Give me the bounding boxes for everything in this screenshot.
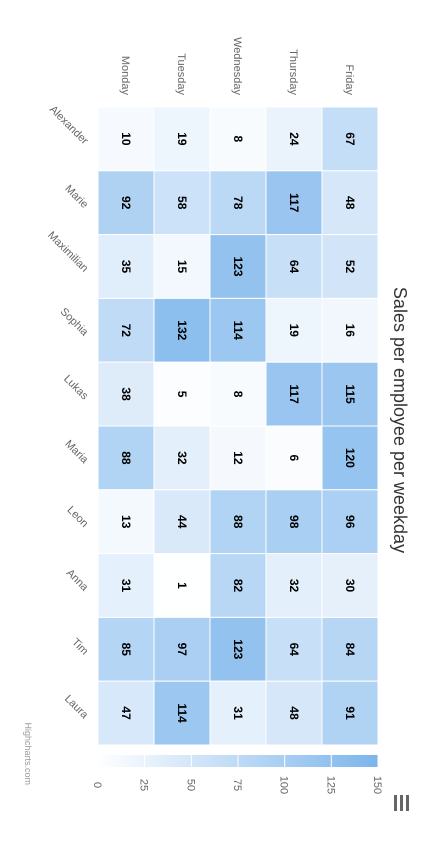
cell-value-label: 48 — [287, 706, 301, 720]
heatmap-cell[interactable] — [321, 680, 379, 746]
cell-value-label: 114 — [175, 703, 189, 723]
y-axis-label: Thursday — [287, 49, 299, 95]
x-axis-label: Maximilian — [45, 229, 90, 274]
cell-value-label: 19 — [287, 324, 301, 338]
cell-value-label: 13 — [119, 515, 133, 529]
cell-value-label: 8 — [231, 136, 245, 143]
legend-tick-label: 100 — [278, 776, 290, 794]
cell-value-label: 64 — [287, 260, 301, 274]
cell-value-label: 92 — [119, 196, 133, 210]
cell-value-label: 31 — [231, 706, 245, 720]
cell-value-label: 78 — [231, 196, 245, 210]
cell-value-label: 31 — [119, 579, 133, 593]
cell-value-label: 58 — [175, 196, 189, 210]
legend-tick-label: 150 — [371, 776, 383, 794]
cell-value-label: 91 — [343, 706, 357, 720]
x-axis-label: Alexander — [47, 104, 91, 148]
legend-tick-label: 50 — [184, 779, 196, 791]
x-axis-labels: Alexander Marie Maximilian Sophia Lukas Maria… — [45, 104, 91, 722]
cell-value-label: 117 — [287, 193, 301, 213]
chart-title: Sales per employee per weekday — [390, 287, 410, 553]
legend-tick-label: 125 — [324, 776, 336, 794]
cell-value-label: 8 — [231, 391, 245, 398]
cell-value-label: 115 — [343, 384, 357, 404]
cell-value-label: 123 — [231, 639, 245, 659]
cell-value-label: 48 — [343, 196, 357, 210]
cell-value-label: 117 — [287, 384, 301, 404]
x-axis-label: Laura — [62, 693, 91, 722]
x-axis-label: Sophia — [58, 306, 91, 339]
cell-value-label: 85 — [119, 643, 133, 657]
cell-value-label: 97 — [175, 643, 189, 657]
hamburger-menu-icon[interactable] — [390, 793, 414, 815]
cell-value-label: 114 — [231, 321, 245, 341]
cell-value-label: 30 — [343, 579, 357, 593]
color-legend: 0 25 50 75 100 125 150 — [91, 755, 383, 794]
cell-value-label: 10 — [119, 132, 133, 146]
legend-tick-label: 0 — [91, 782, 103, 788]
x-axis-label: Lukas — [61, 373, 91, 403]
y-axis-label: Monday — [119, 56, 131, 96]
cell-value-label: 15 — [175, 260, 189, 274]
cell-value-label: 19 — [175, 132, 189, 146]
cell-value-label: 84 — [343, 643, 357, 657]
cell-value-label: 98 — [287, 515, 301, 529]
cell-value-label: 96 — [343, 515, 357, 529]
cell-value-label: 6 — [287, 455, 301, 462]
x-axis-label: Tim — [69, 636, 90, 657]
cell-value-label: 72 — [119, 324, 133, 338]
cell-value-label: 132 — [175, 320, 189, 340]
cell-value-label: 16 — [343, 324, 357, 338]
y-axis-labels: Monday Tuesday Wednesday Thursday Friday — [119, 37, 355, 95]
cell-value-label: 1 — [175, 582, 189, 589]
x-axis-label: Marie — [62, 183, 90, 211]
cell-value-label: 47 — [119, 706, 133, 720]
cell-value-label: 67 — [343, 132, 357, 146]
cell-value-label: 120 — [343, 448, 357, 468]
cell-value-label: 5 — [175, 391, 189, 398]
cell-value-label: 12 — [231, 451, 245, 465]
x-axis-label: Maria — [62, 438, 91, 467]
legend-tick-label: 75 — [231, 779, 243, 791]
x-axis-label: Anna — [64, 567, 91, 594]
cell-value-label: 88 — [231, 515, 245, 529]
cell-value-label: 52 — [343, 260, 357, 274]
y-axis-label: Friday — [343, 64, 355, 95]
cell-value-label: 24 — [287, 132, 301, 146]
cell-value-label: 88 — [119, 451, 133, 465]
y-axis-label: Wednesday — [231, 37, 243, 95]
cell-value-label: 64 — [287, 643, 301, 657]
credits-link[interactable]: Highcharts.com — [23, 722, 33, 785]
cell-value-label: 32 — [175, 451, 189, 465]
cell-value-label: 44 — [175, 515, 189, 529]
cell-value-label: 82 — [231, 579, 245, 593]
legend-tick-label: 25 — [138, 779, 150, 791]
x-axis-label: Leon — [65, 504, 91, 530]
cell-value-label: 35 — [119, 260, 133, 274]
cell-value-label: 123 — [231, 256, 245, 276]
y-axis-label: Tuesday — [175, 53, 187, 95]
cell-value-label: 38 — [119, 387, 133, 401]
cell-value-label: 32 — [287, 579, 301, 593]
